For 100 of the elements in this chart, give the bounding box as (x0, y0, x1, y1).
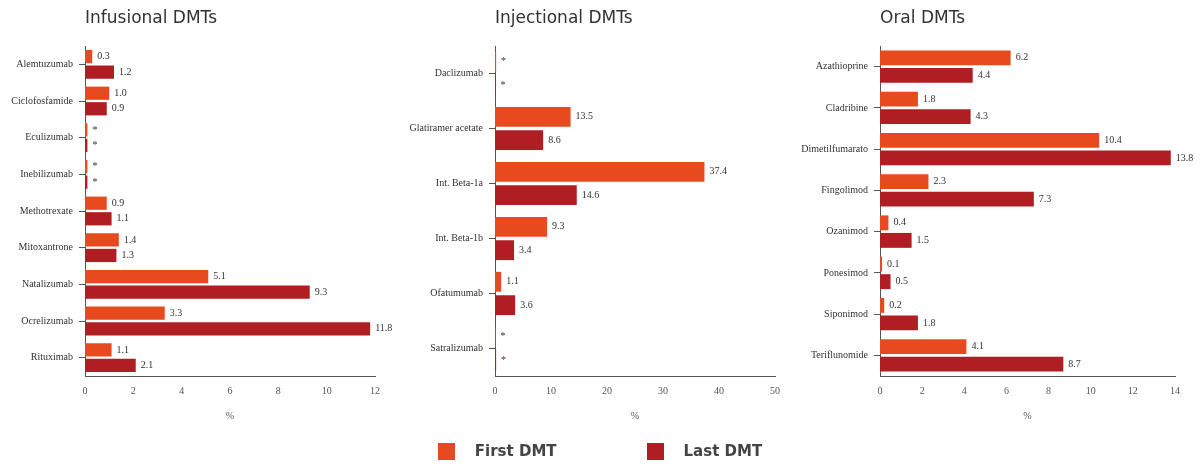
bar (85, 65, 114, 79)
data-label: 7.3 (1038, 192, 1052, 204)
bar (880, 67, 973, 83)
y-tick-label: Ozanimod (826, 225, 868, 237)
bar (880, 256, 883, 272)
y-tick-label: Alemtuzumab (16, 57, 73, 69)
data-label: 0.3 (97, 50, 110, 62)
y-tick-label: Eculizumab (25, 131, 73, 143)
y-tick-label: Fingolimod (821, 184, 868, 195)
bar (880, 297, 885, 313)
x-tick-label: 4 (179, 384, 185, 396)
bar (85, 49, 93, 64)
data-label: 3.4 (519, 243, 532, 255)
x-tick-label: 2 (130, 384, 136, 396)
y-tick-label: Rituximab (30, 351, 73, 363)
data-label: * (92, 123, 98, 135)
y-tick-label: Mitoxantrone (18, 241, 74, 253)
data-label: * (500, 78, 506, 90)
bar (85, 322, 371, 336)
bar (880, 174, 929, 190)
x-tick-label: 0 (82, 384, 88, 396)
data-label: 4.1 (971, 340, 984, 352)
data-label: 0.5 (895, 275, 909, 287)
data-label: 1.8 (922, 316, 936, 328)
data-label: 1.2 (119, 65, 132, 77)
bar (880, 356, 1064, 372)
bar (880, 215, 889, 231)
y-tick-label: Siponimod (824, 307, 868, 319)
bar (85, 102, 107, 116)
bar (880, 191, 1034, 207)
bar (85, 248, 117, 263)
x-tick-label: 14 (1170, 384, 1180, 396)
y-tick-label: Int. Beta-1b (435, 232, 483, 244)
data-label: 4.4 (977, 69, 991, 81)
data-label: 10.4 (1104, 133, 1122, 145)
data-label: 1.1 (506, 275, 519, 287)
y-tick-label: Ciclofosfamide (11, 94, 74, 106)
legend-label: Last DMT (683, 442, 763, 460)
data-label: 9.3 (552, 220, 565, 232)
x-tick-label: 10 (1085, 384, 1096, 396)
data-label: 2.1 (140, 359, 154, 371)
data-label: 14.6 (581, 188, 600, 200)
x-tick-label: 0 (877, 384, 883, 396)
x-tick-label: 30 (658, 384, 668, 396)
x-tick-label: 10 (321, 384, 332, 396)
x-tick-label: 40 (714, 384, 724, 396)
y-tick-label: Satralizumab (430, 342, 483, 354)
y-tick-label: Cladribine (825, 101, 869, 113)
data-label: * (92, 175, 98, 187)
chart-title: Infusional DMTs (84, 6, 219, 29)
y-tick-label: Teriflunomide (810, 349, 869, 360)
bar (880, 132, 1100, 148)
bar (880, 50, 1011, 66)
data-label: 8.6 (548, 133, 561, 145)
x-tick-label: 6 (1003, 384, 1009, 396)
bar (880, 150, 1171, 166)
y-tick-label: Int. Beta-1a (435, 177, 484, 189)
data-label: 13.8 (1175, 151, 1194, 163)
data-label: 1.0 (114, 86, 127, 98)
data-label: 1.3 (121, 249, 134, 261)
data-label: 0.9 (111, 102, 125, 114)
data-label: 1.8 (922, 92, 936, 104)
data-label: * (92, 139, 98, 151)
x-tick-label: 8 (1046, 384, 1052, 396)
chart-title: Oral DMTs (879, 6, 967, 29)
bar (85, 306, 165, 320)
data-label: 1.5 (916, 234, 930, 246)
data-label: * (92, 160, 98, 172)
y-tick-label: Ofatumumab (430, 287, 483, 299)
y-tick-label: Inebilizumab (20, 167, 73, 179)
bar (880, 109, 971, 125)
bar (880, 232, 912, 248)
data-label: 0.9 (111, 196, 125, 208)
data-label: 3.3 (169, 306, 183, 318)
y-tick-label: Glatiramer acetate (409, 122, 484, 134)
data-label: 4.3 (975, 110, 989, 122)
data-label: 1.1 (116, 343, 130, 355)
data-label: 37.4 (709, 165, 727, 177)
bar (880, 315, 918, 331)
chart-title: Injectional DMTs (494, 6, 634, 29)
legend-label: First DMT (474, 442, 557, 460)
bar (85, 358, 136, 373)
bar (880, 91, 918, 107)
bar (85, 86, 110, 100)
bar (495, 130, 544, 151)
x-tick-label: 12 (1127, 384, 1138, 396)
data-label: * (501, 55, 507, 67)
bar (85, 285, 310, 299)
x-axis-title: % (225, 409, 235, 421)
y-tick-label: Dimetilfumarato (801, 142, 868, 154)
bar (880, 274, 891, 290)
x-axis-title: % (630, 409, 640, 421)
y-tick-label: Ponesimod (823, 266, 868, 278)
bar (495, 295, 516, 316)
bar (495, 185, 577, 206)
bar (495, 271, 502, 292)
data-label: * (500, 330, 506, 342)
y-tick-label: Natalizumab (21, 277, 73, 289)
data-label: 1.4 (123, 233, 137, 245)
y-tick-label: Daclizumab (434, 67, 483, 79)
